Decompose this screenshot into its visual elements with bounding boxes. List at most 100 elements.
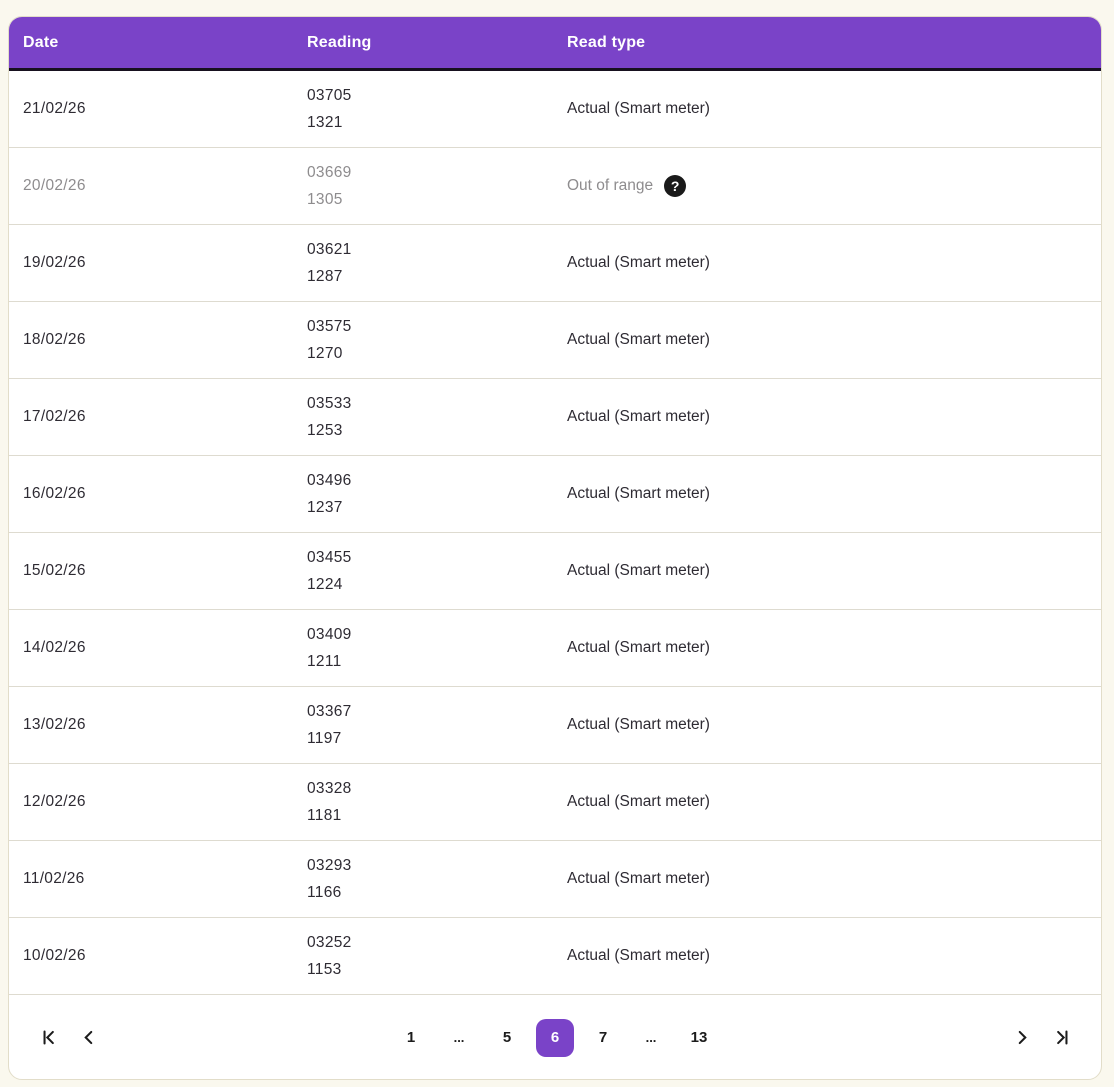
first-page-button[interactable] xyxy=(35,1025,61,1051)
read-type-label: Actual (Smart meter) xyxy=(567,870,710,887)
read-type-label: Actual (Smart meter) xyxy=(567,254,710,271)
reading-value-primary: 03328 xyxy=(307,780,352,797)
pagination-pages: 1... 5 6 7... 13 xyxy=(101,1018,1009,1057)
table-row: 20/02/26 03669 1305 Out of range ? xyxy=(9,148,1101,225)
read-type-label: Actual (Smart meter) xyxy=(567,716,710,733)
reading-cell: 03705 1321 xyxy=(307,82,567,136)
pagination-page-button[interactable]: 7 xyxy=(584,1019,622,1057)
last-page-button[interactable] xyxy=(1049,1025,1075,1051)
reading-value-primary: 03621 xyxy=(307,241,352,258)
table-row: 11/02/26 03293 1166 Actual (Smart meter)… xyxy=(9,841,1101,918)
date-cell: 17/02/26 xyxy=(23,408,86,425)
table-header-row: Date Reading Read type xyxy=(9,17,1101,71)
reading-value-secondary: 1224 xyxy=(307,576,343,593)
read-type-cell: Actual (Smart meter) ? xyxy=(567,716,1101,734)
reading-value-primary: 03575 xyxy=(307,318,352,335)
reading-value-secondary: 1166 xyxy=(307,884,342,901)
read-type-label: Actual (Smart meter) xyxy=(567,408,710,425)
reading-cell: 03328 1181 xyxy=(307,775,567,829)
reading-cell: 03252 1153 xyxy=(307,929,567,983)
date-cell: 10/02/26 xyxy=(23,947,86,964)
pagination-right-controls xyxy=(1009,1025,1075,1051)
previous-page-button[interactable] xyxy=(75,1025,101,1051)
reading-value-secondary: 1253 xyxy=(307,422,343,439)
first-page-icon xyxy=(43,1030,54,1045)
reading-value-secondary: 1181 xyxy=(307,807,342,824)
reading-value-primary: 03409 xyxy=(307,626,352,643)
read-type-label: Actual (Smart meter) xyxy=(567,793,710,810)
table-row: 18/02/26 03575 1270 Actual (Smart meter)… xyxy=(9,302,1101,379)
reading-cell: 03496 1237 xyxy=(307,467,567,521)
reading-value-secondary: 1270 xyxy=(307,345,343,362)
reading-cell: 03367 1197 xyxy=(307,698,567,752)
reading-value-secondary: 1237 xyxy=(307,499,343,516)
table-row: 13/02/26 03367 1197 Actual (Smart meter)… xyxy=(9,687,1101,764)
pagination-bar: 1... 5 6 7... 13 xyxy=(9,996,1101,1079)
date-cell: 14/02/26 xyxy=(23,639,86,656)
reading-cell: 03575 1270 xyxy=(307,313,567,367)
column-header-read-type: Read type xyxy=(567,33,646,51)
date-cell: 16/02/26 xyxy=(23,485,86,502)
table-row: 14/02/26 03409 1211 Actual (Smart meter)… xyxy=(9,610,1101,687)
read-type-cell: Actual (Smart meter) ? xyxy=(567,331,1101,349)
column-header-reading: Reading xyxy=(307,33,372,51)
reading-value-primary: 03455 xyxy=(307,549,352,566)
read-type-label: Actual (Smart meter) xyxy=(567,331,710,348)
readings-table-card: Date Reading Read type 21/02/26 03705 13… xyxy=(8,16,1102,1080)
reading-cell: 03409 1211 xyxy=(307,621,567,675)
pagination-page-button[interactable]: 1 xyxy=(392,1019,430,1057)
table-row: 21/02/26 03705 1321 Actual (Smart meter)… xyxy=(9,71,1101,148)
pagination-ellipsis: ... xyxy=(645,1029,657,1045)
read-type-label: Actual (Smart meter) xyxy=(567,485,710,502)
date-cell: 15/02/26 xyxy=(23,562,86,579)
pagination-page-current[interactable]: 6 xyxy=(536,1018,574,1057)
reading-cell: 03455 1224 xyxy=(307,544,567,598)
column-header-date: Date xyxy=(23,33,59,51)
read-type-cell: Actual (Smart meter) ? xyxy=(567,100,1101,118)
pagination-ellipsis: ... xyxy=(453,1029,465,1045)
read-type-label: Actual (Smart meter) xyxy=(567,639,710,656)
reading-cell: 03293 1166 xyxy=(307,852,567,906)
read-type-label: Actual (Smart meter) xyxy=(567,562,710,579)
read-type-label: Actual (Smart meter) xyxy=(567,947,710,964)
reading-value-secondary: 1197 xyxy=(307,730,342,747)
date-cell: 12/02/26 xyxy=(23,793,86,810)
date-cell: 19/02/26 xyxy=(23,254,86,271)
date-cell: 11/02/26 xyxy=(23,870,85,887)
reading-value-primary: 03293 xyxy=(307,857,352,874)
read-type-cell: Out of range ? xyxy=(567,175,1101,197)
reading-value-secondary: 1305 xyxy=(307,191,343,208)
pagination-left-controls xyxy=(35,1025,101,1051)
reading-value-secondary: 1287 xyxy=(307,268,343,285)
read-type-cell: Actual (Smart meter) ? xyxy=(567,947,1101,965)
reading-value-primary: 03367 xyxy=(307,703,352,720)
table-body: 21/02/26 03705 1321 Actual (Smart meter)… xyxy=(9,71,1101,996)
table-row: 19/02/26 03621 1287 Actual (Smart meter)… xyxy=(9,225,1101,302)
pagination-page-button[interactable]: 13 xyxy=(680,1019,718,1057)
reading-value-primary: 03669 xyxy=(307,164,352,181)
chevron-right-icon xyxy=(1018,1030,1027,1045)
read-type-cell: Actual (Smart meter) ? xyxy=(567,485,1101,503)
date-cell: 18/02/26 xyxy=(23,331,86,348)
reading-cell: 03621 1287 xyxy=(307,236,567,290)
date-cell: 13/02/26 xyxy=(23,716,86,733)
reading-value-secondary: 1321 xyxy=(307,114,343,131)
table-row: 16/02/26 03496 1237 Actual (Smart meter)… xyxy=(9,456,1101,533)
read-type-label: Out of range xyxy=(567,177,654,194)
reading-value-primary: 03496 xyxy=(307,472,352,489)
reading-value-secondary: 1211 xyxy=(307,653,342,670)
read-type-cell: Actual (Smart meter) ? xyxy=(567,562,1101,580)
question-mark-icon[interactable]: ? xyxy=(664,175,687,197)
read-type-cell: Actual (Smart meter) ? xyxy=(567,254,1101,272)
read-type-cell: Actual (Smart meter) ? xyxy=(567,639,1101,657)
pagination-page-button[interactable]: 5 xyxy=(488,1019,526,1057)
reading-value-primary: 03533 xyxy=(307,395,352,412)
next-page-button[interactable] xyxy=(1009,1025,1035,1051)
reading-cell: 03533 1253 xyxy=(307,390,567,444)
date-cell: 21/02/26 xyxy=(23,100,86,117)
read-type-cell: Actual (Smart meter) ? xyxy=(567,408,1101,426)
table-row: 17/02/26 03533 1253 Actual (Smart meter)… xyxy=(9,379,1101,456)
date-cell: 20/02/26 xyxy=(23,177,86,194)
read-type-cell: Actual (Smart meter) ? xyxy=(567,793,1101,811)
reading-value-secondary: 1153 xyxy=(307,961,342,978)
